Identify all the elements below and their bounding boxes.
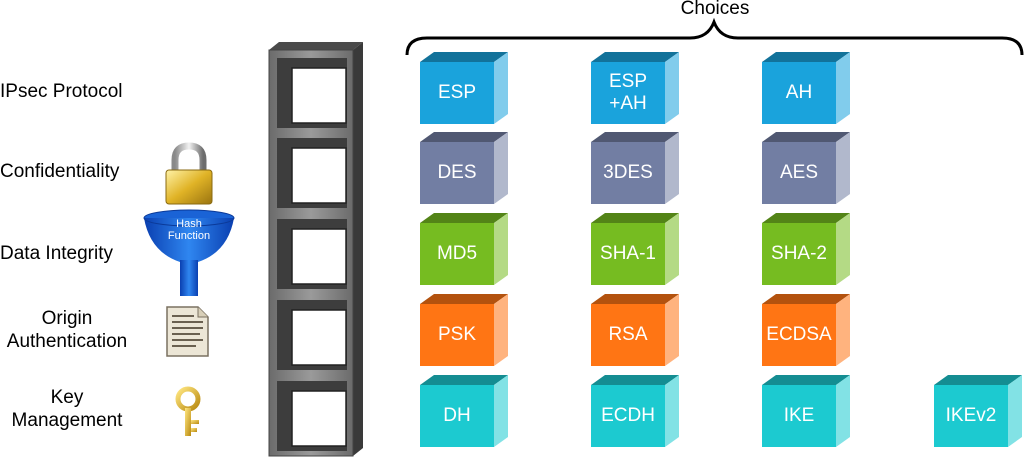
choice-label: ECDH (601, 405, 655, 426)
choice-cube (420, 294, 508, 366)
choices-title: Choices (680, 0, 750, 19)
choice-label: 3DES (603, 162, 653, 183)
choice-cube (591, 213, 679, 285)
row-label: IPsec Protocol (0, 80, 123, 102)
frame-slot-opening (291, 390, 347, 447)
choice-cube (420, 52, 508, 124)
choice-cube (762, 294, 850, 366)
choice-cube (762, 213, 850, 285)
hash-function-label: Hash Function (167, 218, 211, 242)
choice-label: PSK (437, 324, 477, 345)
row-label: Key Management (11, 387, 123, 431)
choice-label: DES (437, 162, 477, 183)
frame-slot-opening (291, 67, 347, 124)
choice-label: ESP (437, 82, 477, 103)
choice-cube (934, 375, 1022, 447)
padlock-icon (165, 142, 213, 205)
choice-cube (762, 375, 850, 447)
choice-label: AES (779, 162, 819, 183)
choice-cube (591, 375, 679, 447)
row-label: Data Integrity (0, 242, 113, 264)
choice-label: IKEv2 (945, 405, 997, 426)
frame-slot-opening (291, 309, 347, 366)
frame-slot-opening (291, 147, 347, 204)
choice-label: AH (785, 82, 813, 103)
choice-label: IKE (783, 405, 815, 426)
choice-label: ESP +AH (608, 71, 648, 114)
document-icon (166, 306, 209, 357)
key-icon (175, 386, 201, 436)
choice-label: RSA (608, 324, 648, 345)
frame-slot-opening (291, 228, 347, 285)
choice-cube (762, 132, 850, 204)
choice-cube (591, 294, 679, 366)
row-label: Confidentiality (0, 160, 120, 182)
choice-label: SHA-1 (600, 243, 656, 264)
choice-cube (420, 375, 508, 447)
choice-label: DH (443, 405, 471, 426)
choice-cube (591, 52, 679, 124)
choice-label: MD5 (436, 243, 478, 264)
choice-label: SHA-2 (771, 243, 827, 264)
framework-frame (268, 42, 363, 457)
funnel-icon (143, 209, 235, 296)
choices-brace (405, 17, 1024, 56)
choice-cube (762, 52, 850, 124)
choice-cube (420, 132, 508, 204)
row-label: Origin Authentication (6, 308, 128, 352)
choice-label: ECDSA (766, 324, 832, 345)
choice-cube (420, 213, 508, 285)
choice-cubes (420, 52, 1022, 447)
choice-cube (591, 132, 679, 204)
